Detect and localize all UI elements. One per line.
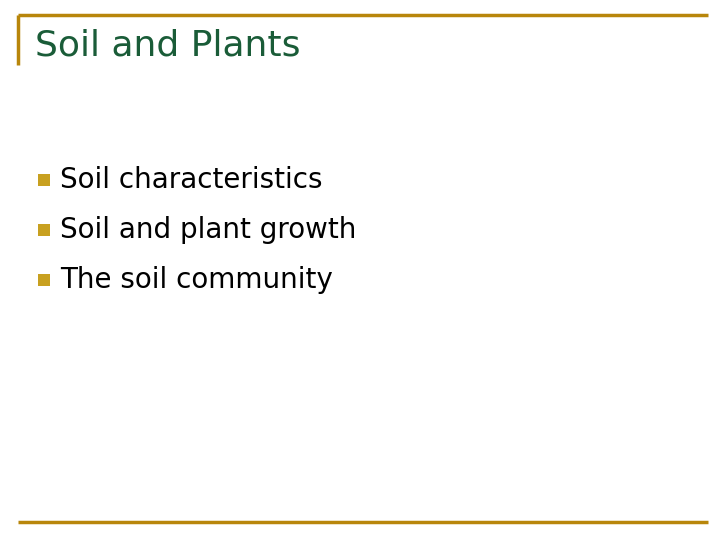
Text: Soil and Plants: Soil and Plants — [35, 28, 300, 62]
Bar — [38, 224, 50, 236]
Text: The soil community: The soil community — [60, 266, 333, 294]
Bar — [38, 174, 50, 186]
Bar — [38, 274, 50, 286]
Text: Soil characteristics: Soil characteristics — [60, 166, 323, 194]
Text: Soil and plant growth: Soil and plant growth — [60, 216, 356, 244]
